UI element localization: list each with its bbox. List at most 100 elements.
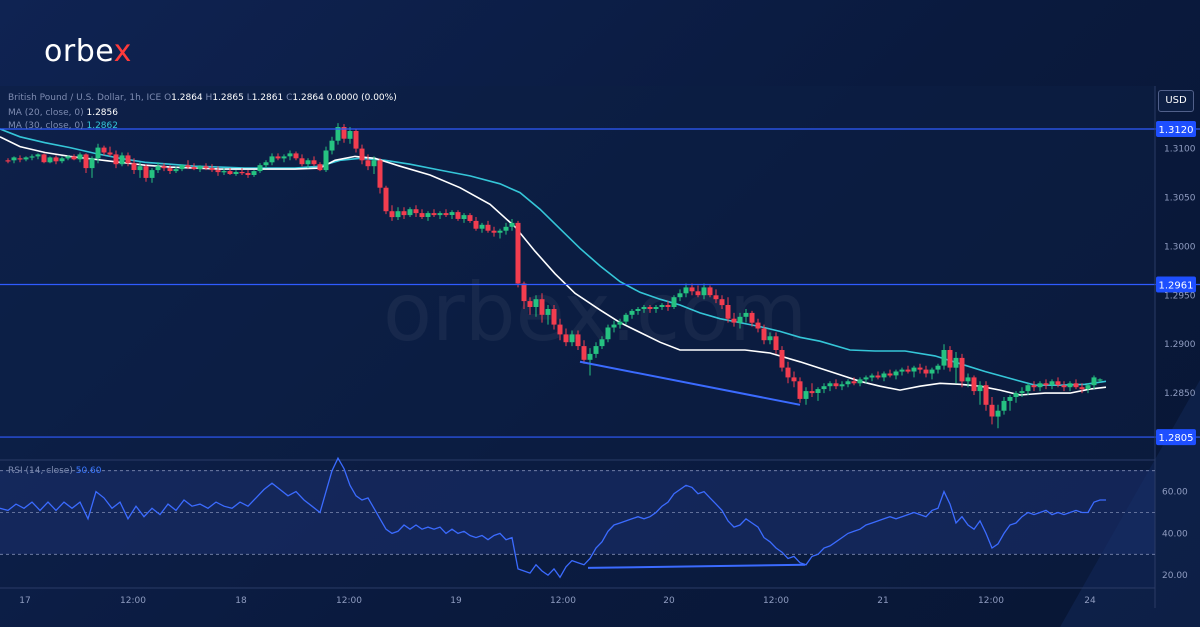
candle-bullish [47,156,53,164]
candle-body [773,336,779,350]
candle-body [179,165,185,170]
rsi-pane: 60.00 40.00 20.00 [0,456,1188,581]
candle-body [761,328,767,341]
candle-body [77,154,83,160]
candle-bullish [137,162,143,178]
candle-bearish [905,365,911,374]
candle-bearish [161,163,167,172]
rsi-tick-label: 60.00 [1162,488,1188,498]
time-tick-label: 24 [1084,596,1096,606]
candle-body [617,321,623,325]
candle-body [569,334,575,343]
candle-bullish [335,123,341,145]
close-value: 1.2864 [292,93,324,103]
candle-bullish [503,222,509,235]
candle-bullish [497,228,503,239]
candle-body [191,167,197,170]
candle-body [503,226,509,231]
candle-body [161,166,167,169]
rsi-legend: RSI (14, close) 50.60 [8,466,102,476]
candle-bullish [683,283,689,298]
candle-bullish [65,155,71,161]
candle-body [119,155,125,165]
candle-bullish [587,348,593,376]
candle-bearish [311,156,317,167]
candle-bearish [689,283,695,296]
candle-bullish [179,164,185,172]
candle-body [737,316,743,323]
candle-bearish [167,165,173,174]
candle-bearish [245,170,251,178]
candle-body [167,168,173,171]
candle-body [173,169,179,172]
candle-bullish [869,373,875,382]
rsi-label: RSI (14, close) [8,466,73,476]
candle-body [869,375,875,378]
candle-bearish [113,150,119,169]
candle-body [527,301,533,307]
candle-bearish [755,318,761,333]
candle-bullish [821,383,827,394]
candle-body [215,170,221,173]
candle-bearish [131,158,137,174]
currency-button[interactable]: USD [1158,90,1194,112]
candle-bullish [599,336,605,349]
candle-bearish [41,153,47,164]
candle-bearish [989,397,995,425]
candle-body [275,156,281,159]
candle-bearish [239,168,245,175]
candle-body [233,172,239,174]
candle-body [95,147,101,159]
candle-bearish [227,168,233,175]
candle-bullish [59,156,65,164]
candle-bullish [305,158,311,169]
candle-body [143,166,149,178]
candle-body [539,299,545,315]
candle-bullish [329,136,335,155]
candle-bearish [377,158,383,194]
candle-bearish [1061,381,1067,392]
candle-body [797,381,803,399]
rsi-trendline [587,563,806,569]
candle-body [389,211,395,218]
candle-bullish [743,309,749,323]
candle-bearish [515,220,521,288]
candle-body [833,383,839,387]
candle-body [299,158,305,165]
candle-bearish [773,332,779,354]
candle-body [857,379,863,384]
candle-bullish [977,381,983,405]
candle-body [347,131,353,139]
level-price-label: 1.2805 [1159,433,1194,444]
candle-body [1049,381,1055,386]
candle-body [125,155,131,164]
candle-body [1073,383,1079,388]
ma20-value: 1.2856 [86,108,118,118]
candle-bullish [803,387,809,405]
candle-bullish [461,213,467,223]
candle-body [149,170,155,178]
open-value: 1.2864 [171,93,203,103]
candle-body [17,158,23,160]
candle-body [929,369,935,374]
open-label: O [164,93,172,103]
candle-body [245,173,251,175]
candle-body [155,166,161,171]
candle-body [743,312,749,317]
candle-bullish [11,156,17,164]
level-price-badge [1156,429,1196,446]
candle-body [695,291,701,296]
candle-bullish [395,207,401,220]
candle-body [839,384,845,387]
candle-bearish [875,371,881,380]
candle-bearish [203,163,209,171]
candle-body [35,154,41,157]
candle-bearish [797,377,803,403]
candle-bearish [947,346,953,372]
candle-body [461,215,467,219]
candle-bullish [449,210,455,219]
candle-bearish [125,152,131,167]
low-value: 1.2861 [251,93,284,103]
candle-body [1013,393,1019,397]
candle-bullish [815,387,821,401]
